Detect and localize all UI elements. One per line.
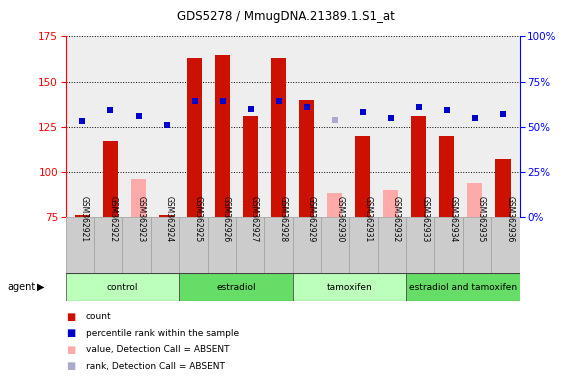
Text: ■: ■ (66, 345, 75, 355)
Text: GSM362936: GSM362936 (505, 196, 514, 242)
Text: tamoxifen: tamoxifen (327, 283, 372, 291)
Bar (264, 217, 293, 273)
Text: agent: agent (7, 282, 35, 292)
Text: GSM362929: GSM362929 (307, 196, 316, 242)
Bar (131, 179, 146, 217)
Bar (159, 215, 174, 217)
Bar (103, 141, 118, 217)
Text: estradiol and tamoxifen: estradiol and tamoxifen (409, 283, 517, 291)
Bar (243, 116, 258, 217)
Bar (207, 217, 236, 273)
Bar (327, 194, 343, 217)
Text: control: control (107, 283, 138, 291)
Text: ■: ■ (66, 361, 75, 371)
Bar (187, 58, 202, 217)
Text: GSM362928: GSM362928 (279, 196, 287, 242)
Bar (439, 136, 455, 217)
Bar (495, 159, 510, 217)
Text: percentile rank within the sample: percentile rank within the sample (86, 329, 239, 338)
Bar (122, 217, 151, 273)
Bar (383, 190, 399, 217)
Bar (467, 183, 482, 217)
Bar (236, 217, 264, 273)
Text: GSM362922: GSM362922 (108, 196, 117, 242)
Text: ■: ■ (66, 328, 75, 338)
Text: ▶: ▶ (37, 282, 45, 292)
Bar (406, 273, 520, 301)
Bar (66, 217, 94, 273)
Text: GDS5278 / MmugDNA.21389.1.S1_at: GDS5278 / MmugDNA.21389.1.S1_at (176, 10, 395, 23)
Bar (179, 217, 207, 273)
Text: GSM362930: GSM362930 (335, 196, 344, 242)
Bar (406, 217, 435, 273)
Text: GSM362924: GSM362924 (165, 196, 174, 242)
Text: rank, Detection Call = ABSENT: rank, Detection Call = ABSENT (86, 362, 224, 371)
Text: GSM362935: GSM362935 (477, 196, 486, 242)
Bar (293, 273, 406, 301)
Text: estradiol: estradiol (216, 283, 256, 291)
Bar (349, 217, 378, 273)
Bar (355, 136, 371, 217)
Bar (179, 273, 293, 301)
Bar (151, 217, 179, 273)
Bar (378, 217, 406, 273)
Text: GSM362933: GSM362933 (420, 196, 429, 242)
Bar (321, 217, 349, 273)
Bar (66, 273, 179, 301)
Text: GSM362932: GSM362932 (392, 196, 401, 242)
Bar (293, 217, 321, 273)
Bar (411, 116, 427, 217)
Bar (463, 217, 491, 273)
Text: GSM362931: GSM362931 (364, 196, 372, 242)
Bar (215, 55, 230, 217)
Text: GSM362926: GSM362926 (222, 196, 231, 242)
Text: ■: ■ (66, 312, 75, 322)
Bar (491, 217, 520, 273)
Bar (94, 217, 122, 273)
Bar (271, 58, 286, 217)
Text: GSM362934: GSM362934 (449, 196, 458, 242)
Text: GSM362925: GSM362925 (194, 196, 202, 242)
Bar (435, 217, 463, 273)
Bar (299, 100, 315, 217)
Text: value, Detection Call = ABSENT: value, Detection Call = ABSENT (86, 345, 229, 354)
Bar (75, 215, 90, 217)
Text: GSM362927: GSM362927 (250, 196, 259, 242)
Text: GSM362923: GSM362923 (136, 196, 146, 242)
Text: GSM362921: GSM362921 (80, 196, 89, 242)
Text: count: count (86, 312, 111, 321)
